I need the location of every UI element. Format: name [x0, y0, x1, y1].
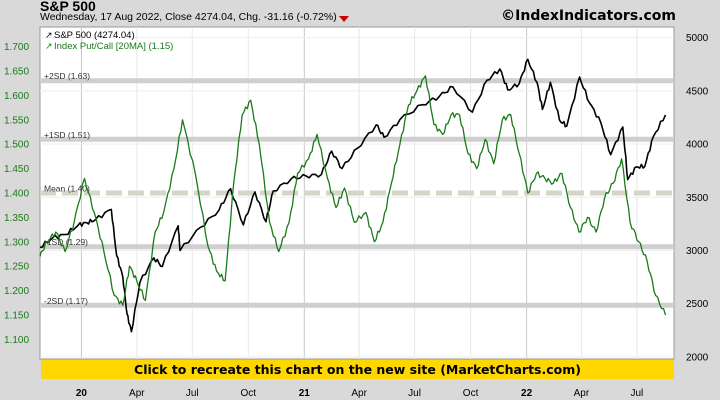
legend: ↗ S&P 500 (4274.04) ↗ Index Put/Call [20…: [45, 30, 173, 52]
right-tick-label: 5000: [686, 33, 709, 44]
left-tick-label: 1.250: [4, 262, 29, 273]
left-tick-label: 1.650: [4, 66, 29, 77]
axes: 20 Apr Jul Oct 21 Apr Jul Oct 22 Apr Jul 1.100 1.150…: [4, 33, 709, 399]
left-tick-label: 1.450: [4, 164, 29, 175]
band-label: +2SD (1.63): [44, 71, 90, 81]
band-label: Mean (1.40): [44, 184, 90, 194]
left-tick-label: 1.400: [4, 189, 29, 200]
x-tick-label: Jul: [630, 388, 643, 399]
right-tick-label: 3500: [686, 193, 709, 204]
x-tick-label: Apr: [129, 388, 145, 399]
x-tick-label: Oct: [463, 388, 479, 399]
brand-link[interactable]: ©IndexIndicators.com: [501, 8, 676, 24]
band-label: +1SD (1.51): [44, 130, 90, 140]
x-tick-label: Jul: [408, 388, 421, 399]
right-tick-label: 4000: [686, 140, 709, 151]
x-tick-label: 22: [521, 388, 533, 399]
left-tick-label: 1.500: [4, 140, 29, 151]
right-tick-label: 2500: [686, 299, 709, 310]
legend-arrow-icon: ↗: [45, 41, 53, 51]
right-tick-label: 3000: [686, 246, 709, 257]
left-tick-label: 1.550: [4, 115, 29, 126]
left-tick-label: 1.100: [4, 335, 29, 346]
right-tick-label: 4500: [686, 86, 709, 97]
putcall-series-line: [39, 75, 667, 316]
x-tick-label: Apr: [351, 388, 367, 399]
chart-title: S&P 500: [40, 0, 96, 14]
x-tick-label: 21: [299, 388, 311, 399]
spx-series-line: [39, 58, 667, 333]
sd-bands: +2SD (1.63) +1SD (1.51) Mean (1.40) -1SD (1…: [40, 71, 674, 308]
legend-arrow-icon: ↗: [45, 30, 53, 40]
x-tick-label: Oct: [241, 388, 257, 399]
x-tick-label: 20: [76, 388, 88, 399]
left-tick-label: 1.600: [4, 91, 29, 102]
x-tick-label: Apr: [574, 388, 590, 399]
left-tick-label: 1.200: [4, 286, 29, 297]
chart-subtitle: Wednesday, 17 Aug 2022, Close 4274.04, C…: [40, 11, 337, 23]
left-tick-label: 1.300: [4, 237, 29, 248]
legend-entry-spx: S&P 500 (4274.04): [54, 30, 135, 41]
legend-entry-putcall: Index Put/Call [20MA] (1.15): [54, 41, 173, 52]
band-label: -1SD (1.29): [44, 237, 88, 247]
x-tick-label: Jul: [186, 388, 199, 399]
recreate-chart-banner[interactable]: Click to recreate this chart on the new …: [41, 359, 674, 379]
left-tick-label: 1.350: [4, 213, 29, 224]
left-tick-label: 1.700: [4, 42, 29, 53]
right-tick-label: 2000: [686, 352, 709, 363]
band-label: -2SD (1.17): [44, 296, 88, 306]
down-arrow-icon: [339, 16, 349, 22]
series-lines: [39, 58, 667, 333]
left-tick-label: 1.150: [4, 311, 29, 322]
